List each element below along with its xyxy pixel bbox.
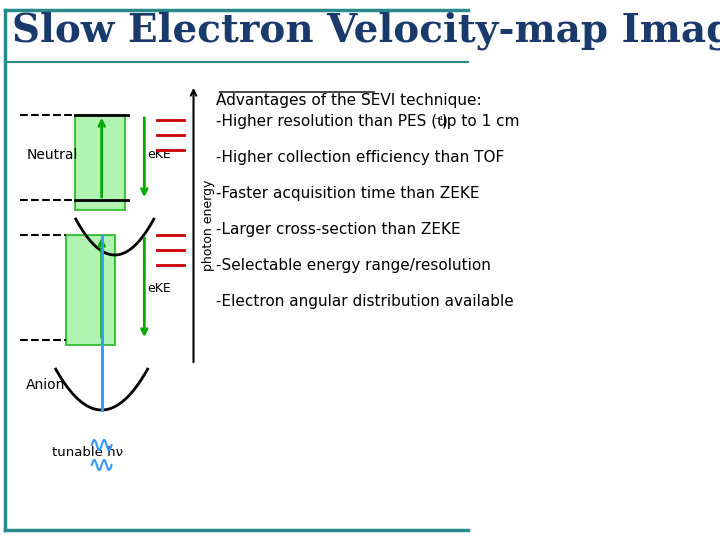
Text: ⁻¹: ⁻¹ <box>433 116 444 126</box>
Text: Slow Electron Velocity-map Imaging: Slow Electron Velocity-map Imaging <box>12 11 720 50</box>
Text: Anion: Anion <box>26 378 66 392</box>
Text: Neutral: Neutral <box>26 148 78 162</box>
Text: -Selectable energy range/resolution: -Selectable energy range/resolution <box>217 258 491 273</box>
Text: -Higher collection efficiency than TOF: -Higher collection efficiency than TOF <box>217 150 505 165</box>
Text: eKE: eKE <box>148 281 171 294</box>
Text: -Higher resolution than PES (up to 1 cm: -Higher resolution than PES (up to 1 cm <box>217 114 520 129</box>
Text: ): ) <box>441 114 447 129</box>
Text: Advantages of the SEVI technique:: Advantages of the SEVI technique: <box>217 93 482 108</box>
Text: tunable hν: tunable hν <box>53 446 124 458</box>
Text: -Larger cross-section than ZEKE: -Larger cross-section than ZEKE <box>217 222 461 237</box>
Text: -Electron angular distribution available: -Electron angular distribution available <box>217 294 514 309</box>
Text: photon energy: photon energy <box>202 179 215 271</box>
Bar <box>66 235 114 345</box>
Text: eKE: eKE <box>148 148 171 161</box>
Bar <box>76 115 125 210</box>
Text: -Faster acquisition time than ZEKE: -Faster acquisition time than ZEKE <box>217 186 480 201</box>
